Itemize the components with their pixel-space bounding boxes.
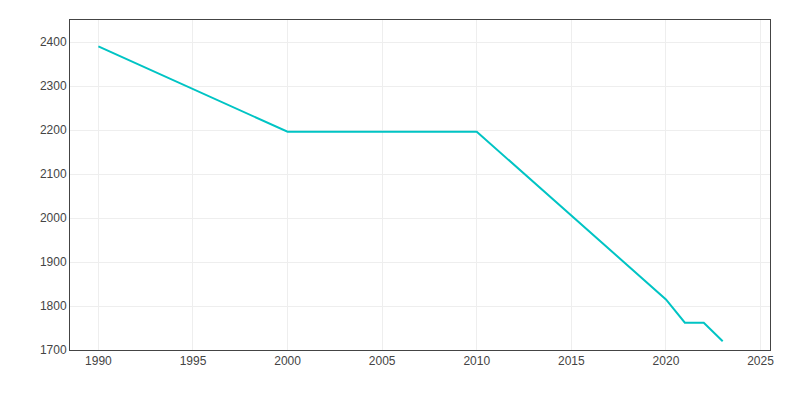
svg-text:1900: 1900 — [40, 255, 67, 269]
svg-text:2100: 2100 — [40, 167, 67, 181]
svg-text:1800: 1800 — [40, 299, 67, 313]
svg-text:2300: 2300 — [40, 79, 67, 93]
svg-text:2025: 2025 — [747, 354, 774, 368]
svg-text:2400: 2400 — [40, 35, 67, 49]
svg-text:2015: 2015 — [558, 354, 585, 368]
svg-text:2010: 2010 — [463, 354, 490, 368]
svg-text:1995: 1995 — [180, 354, 207, 368]
svg-text:1990: 1990 — [85, 354, 112, 368]
svg-text:2020: 2020 — [653, 354, 680, 368]
svg-text:2005: 2005 — [369, 354, 396, 368]
svg-text:2000: 2000 — [40, 211, 67, 225]
svg-text:2000: 2000 — [274, 354, 301, 368]
svg-text:2200: 2200 — [40, 123, 67, 137]
svg-text:1700: 1700 — [40, 343, 67, 357]
